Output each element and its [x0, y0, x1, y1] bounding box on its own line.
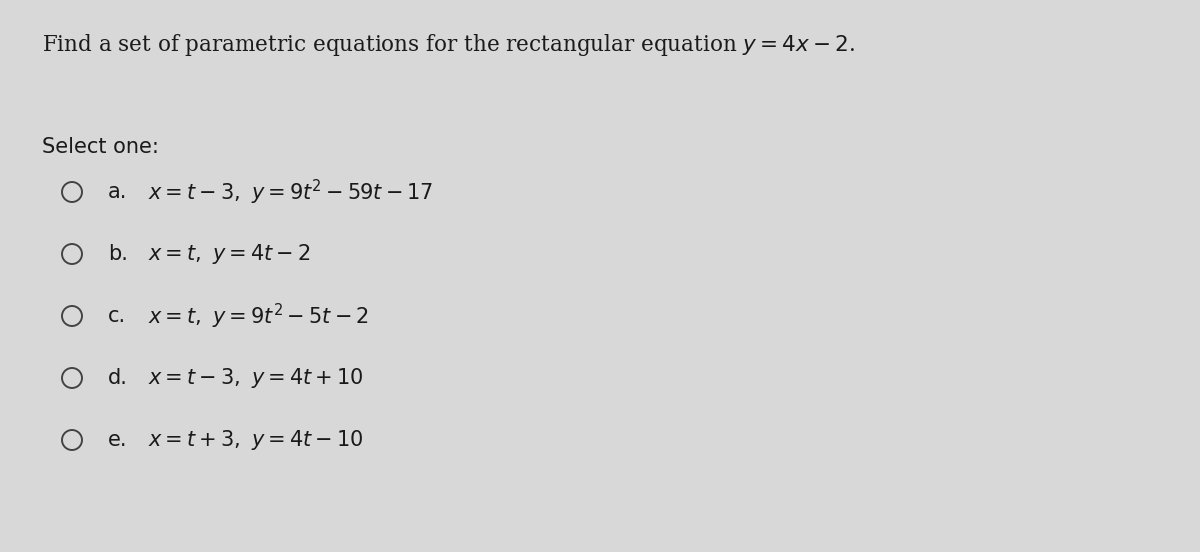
Text: b.: b. — [108, 244, 128, 264]
Text: d.: d. — [108, 368, 128, 388]
Text: $x = t - 3, \ y = 9t^2 - 59t - 17$: $x = t - 3, \ y = 9t^2 - 59t - 17$ — [148, 177, 433, 206]
Text: a.: a. — [108, 182, 127, 202]
Text: e.: e. — [108, 430, 127, 450]
Text: $x = t, \ y = 9t^2 - 5t - 2$: $x = t, \ y = 9t^2 - 5t - 2$ — [148, 301, 368, 331]
Text: $x = t - 3, \ y = 4t + 10$: $x = t - 3, \ y = 4t + 10$ — [148, 366, 364, 390]
Text: c.: c. — [108, 306, 126, 326]
Text: Select one:: Select one: — [42, 137, 158, 157]
Text: $x = t, \ y = 4t - 2$: $x = t, \ y = 4t - 2$ — [148, 242, 311, 266]
Text: Find a set of parametric equations for the rectangular equation $y = 4x - 2$.: Find a set of parametric equations for t… — [42, 32, 856, 58]
Text: $x = t + 3, \ y = 4t - 10$: $x = t + 3, \ y = 4t - 10$ — [148, 428, 364, 452]
